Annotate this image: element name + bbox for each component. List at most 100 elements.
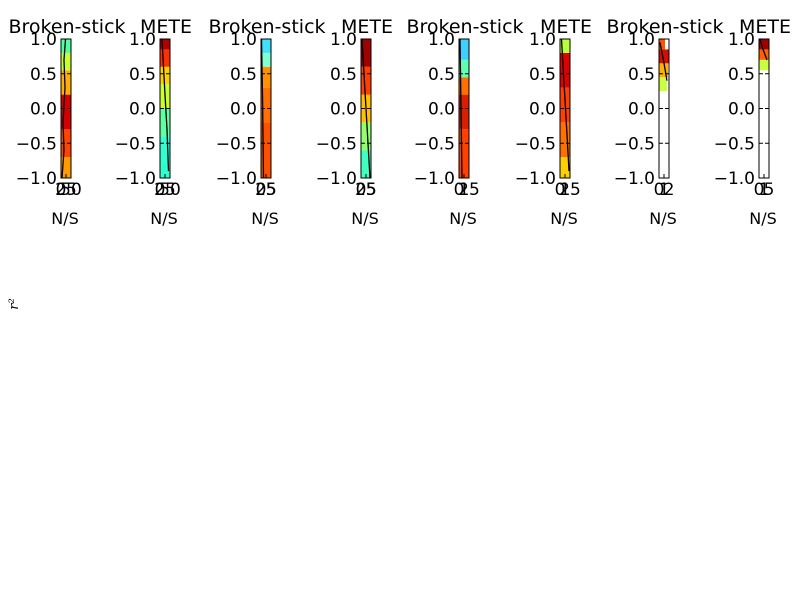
heatmap-band bbox=[361, 122, 371, 151]
y-tick-label: 0.5 bbox=[628, 65, 655, 85]
data-trace bbox=[260, 38, 265, 179]
heatmap-band bbox=[160, 66, 170, 85]
heatmap-band bbox=[659, 63, 668, 78]
y-tick-label: 0.5 bbox=[230, 65, 257, 85]
y-tick-label: 1.0 bbox=[628, 30, 655, 50]
y-tick-label: −0.5 bbox=[414, 134, 455, 154]
y-tick-label: 0.0 bbox=[628, 100, 655, 120]
y-tick-label: −1.0 bbox=[515, 169, 556, 189]
panel-title: METE bbox=[540, 16, 592, 38]
heatmap-band bbox=[61, 157, 71, 178]
x-tick-label: 1 bbox=[459, 180, 470, 200]
x-axis-label: N/S bbox=[351, 209, 379, 228]
y-tick-label: 0.0 bbox=[30, 100, 57, 120]
y-tick-label: 1.0 bbox=[428, 30, 455, 50]
data-trace bbox=[61, 38, 67, 179]
x-tick-label: 0 bbox=[155, 180, 166, 200]
x-axis-label: N/S bbox=[51, 209, 79, 228]
y-tick-label: −1.0 bbox=[714, 169, 755, 189]
y-tick-label: 0.5 bbox=[728, 65, 755, 85]
x-tick-label: 0 bbox=[555, 180, 566, 200]
heatmap-band bbox=[759, 49, 769, 60]
x-tick-label: 25 bbox=[458, 180, 480, 200]
heatmap-band bbox=[459, 39, 469, 60]
y-tick-label: −1.0 bbox=[115, 169, 156, 189]
y-tick-label: −1.0 bbox=[216, 169, 257, 189]
y-tick-label: 1.0 bbox=[728, 30, 755, 50]
data-trace bbox=[659, 42, 668, 81]
y-tick-label: 0.0 bbox=[129, 100, 156, 120]
y-tick-label: −1.0 bbox=[614, 169, 655, 189]
shared-y-axis-label: r² bbox=[7, 298, 22, 309]
x-axis-label: N/S bbox=[150, 209, 178, 228]
panel-title: METE bbox=[739, 16, 791, 38]
heatmap-band bbox=[160, 49, 170, 67]
heatmap-band bbox=[759, 39, 769, 50]
y-tick-label: −0.5 bbox=[16, 134, 57, 154]
x-tick-label: 50 bbox=[60, 180, 82, 200]
y-tick-label: 1.0 bbox=[230, 30, 257, 50]
heatmap-band bbox=[361, 66, 371, 95]
heatmap-band bbox=[261, 52, 271, 67]
heatmap-band bbox=[759, 59, 769, 71]
x-axis-label: N/S bbox=[649, 209, 677, 228]
data-trace bbox=[560, 38, 570, 172]
x-tick-label: 25 bbox=[55, 180, 77, 200]
y-tick-label: 1.0 bbox=[330, 30, 357, 50]
y-tick-label: −0.5 bbox=[714, 134, 755, 154]
heatmap-band bbox=[459, 94, 469, 130]
x-tick-label: 0 bbox=[454, 180, 465, 200]
panel-title: Broken-stick bbox=[208, 16, 325, 38]
y-tick-label: −0.5 bbox=[216, 134, 257, 154]
panel-title: METE bbox=[140, 16, 192, 38]
x-tick-label: 0 bbox=[256, 180, 267, 200]
data-trace bbox=[361, 38, 371, 179]
heatmap-band bbox=[560, 39, 570, 53]
x-tick-label: 2 bbox=[664, 180, 675, 200]
x-tick-label: 5 bbox=[266, 180, 277, 200]
panel-title: Broken-stick bbox=[406, 16, 523, 38]
heatmap-band bbox=[459, 59, 469, 78]
x-tick-label: 25 bbox=[154, 180, 176, 200]
x-axis-label: N/S bbox=[749, 209, 777, 228]
heatmap-band bbox=[261, 66, 271, 88]
y-tick-label: 0.0 bbox=[230, 100, 257, 120]
x-tick-label: 25 bbox=[355, 180, 377, 200]
x-tick-label: 1 bbox=[659, 180, 670, 200]
y-tick-label: −0.5 bbox=[316, 134, 357, 154]
x-tick-label: 0 bbox=[654, 180, 665, 200]
heatmap-band bbox=[459, 129, 469, 178]
y-tick-label: 0.0 bbox=[330, 100, 357, 120]
y-tick-label: −0.5 bbox=[614, 134, 655, 154]
y-tick-label: −1.0 bbox=[414, 169, 455, 189]
heatmap-band bbox=[61, 52, 71, 71]
y-tick-label: −1.0 bbox=[316, 169, 357, 189]
heatmap-band bbox=[560, 122, 570, 158]
heatmap-band bbox=[160, 39, 170, 50]
x-tick-label: 5 bbox=[764, 180, 775, 200]
heatmap-band bbox=[361, 39, 371, 67]
x-tick-label: 5 bbox=[366, 180, 377, 200]
x-tick-label: 0 bbox=[754, 180, 765, 200]
y-tick-label: 0.5 bbox=[129, 65, 156, 85]
y-tick-label: 0.5 bbox=[30, 65, 57, 85]
panel-title: METE bbox=[341, 16, 393, 38]
y-tick-label: −0.5 bbox=[515, 134, 556, 154]
x-tick-label: 25 bbox=[255, 180, 277, 200]
heatmap-band bbox=[61, 39, 71, 53]
heatmap-band bbox=[659, 39, 665, 50]
y-tick-label: 0.5 bbox=[529, 65, 556, 85]
heatmap-band bbox=[61, 70, 71, 95]
heatmap-band bbox=[61, 129, 71, 158]
y-tick-label: −1.0 bbox=[16, 169, 57, 189]
x-tick-label: 1 bbox=[560, 180, 571, 200]
heatmap-band bbox=[261, 39, 271, 53]
y-tick-label: 0.5 bbox=[428, 65, 455, 85]
x-tick-label: 25 bbox=[559, 180, 581, 200]
